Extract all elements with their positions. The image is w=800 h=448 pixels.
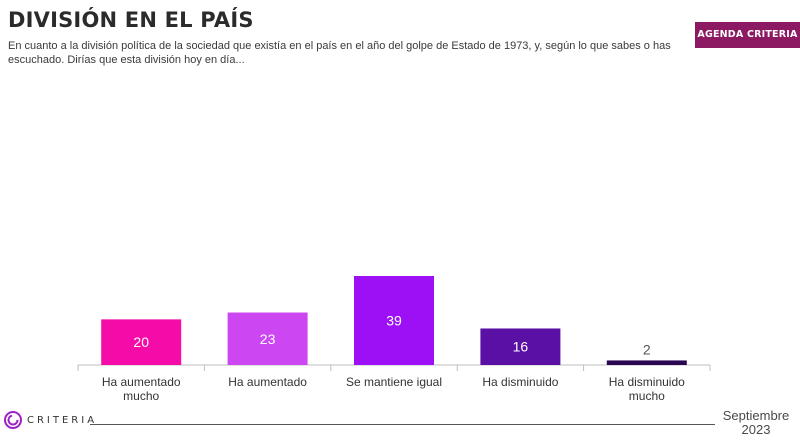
category-label: Ha disminuido bbox=[482, 375, 558, 389]
category-label: Ha aumentado bbox=[228, 375, 307, 389]
category-label: Ha aumentado bbox=[102, 375, 181, 389]
category-label: Ha disminuido bbox=[609, 375, 685, 389]
data-label: 16 bbox=[513, 339, 529, 355]
report-date: Septiembre 2023 bbox=[712, 409, 800, 437]
footer-divider bbox=[90, 424, 715, 425]
data-label: 39 bbox=[386, 313, 402, 329]
criteria-logo-icon bbox=[4, 411, 22, 429]
bar bbox=[227, 312, 308, 365]
brand-name: CRITERIA bbox=[27, 414, 98, 426]
report-year: 2023 bbox=[741, 422, 771, 437]
data-label: 2 bbox=[643, 341, 651, 357]
data-label: 20 bbox=[133, 334, 149, 350]
report-month: Septiembre bbox=[722, 408, 790, 423]
bar bbox=[354, 276, 434, 365]
criteria-logo: CRITERIA bbox=[3, 410, 97, 430]
category-label: mucho bbox=[629, 389, 665, 403]
page-title: DIVISIÓN EN EL PAÍS bbox=[8, 8, 254, 32]
agenda-badge: AGENDA CRITERIA bbox=[695, 22, 800, 48]
category-label: Se mantiene igual bbox=[346, 375, 442, 389]
category-label: mucho bbox=[123, 389, 159, 403]
bar bbox=[606, 360, 687, 365]
question-text: En cuanto a la división política de la s… bbox=[8, 40, 671, 66]
data-label: 23 bbox=[260, 331, 276, 347]
bar bbox=[480, 328, 561, 365]
bar bbox=[101, 319, 182, 365]
